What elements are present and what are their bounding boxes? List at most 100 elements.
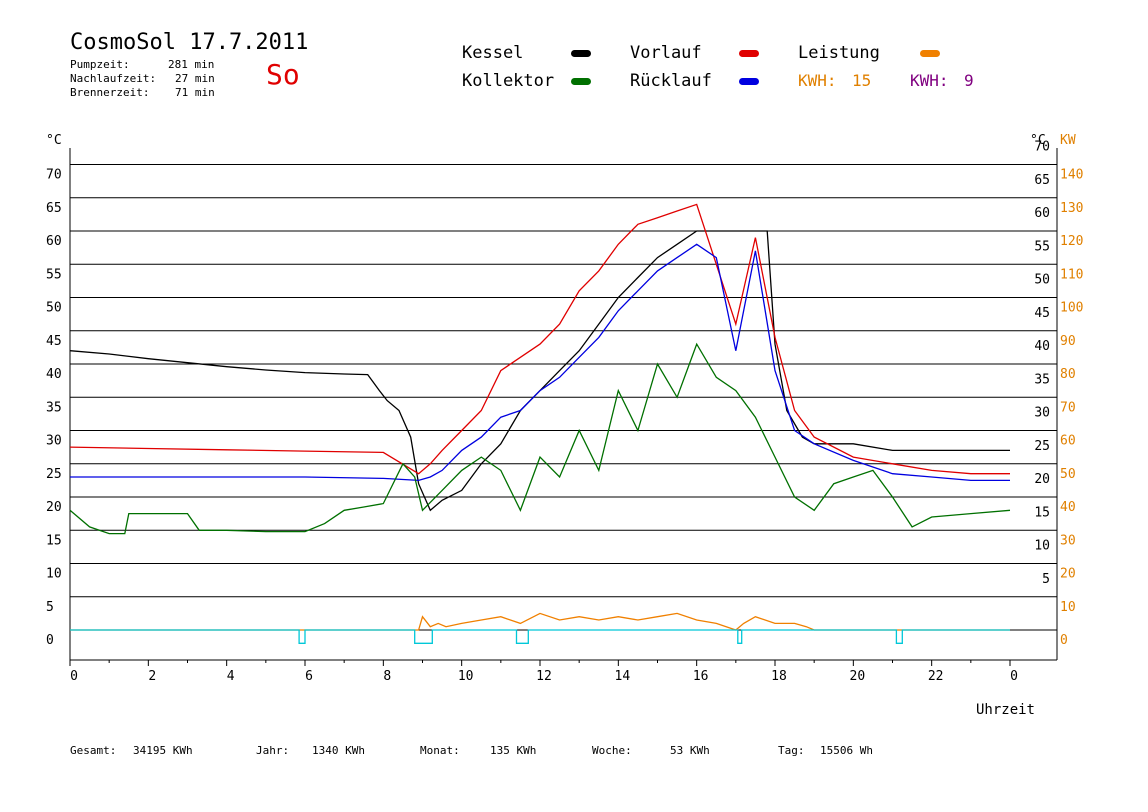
legend-ruecklauf-swatch (739, 78, 759, 85)
legend-vorlauf-swatch (739, 50, 759, 57)
y-tick-label-left: 15 (46, 533, 62, 548)
kwh2-value: 9 (964, 71, 974, 90)
y-tick-label-right-c: 15 (1034, 505, 1050, 520)
y-tick-label-right-c: 30 (1034, 406, 1050, 421)
legend-vorlauf-label: Vorlauf (630, 43, 702, 63)
brennerzeit-label: Brennerzeit: (70, 86, 150, 99)
x-tick-label: 18 (771, 669, 787, 684)
kwh1-value: 15 (852, 71, 872, 90)
x-tick-label: 14 (615, 669, 631, 684)
y-tick-label-right-c: 25 (1034, 439, 1050, 454)
y-tick-label-right-kw: 70 (1060, 400, 1076, 415)
y-tick-label-right-c: 60 (1034, 206, 1050, 221)
y-tick-label-right-c: 45 (1034, 306, 1050, 321)
x-tick-label: 4 (227, 669, 235, 684)
series-line-leistung (70, 612, 1010, 631)
series-line-pumpe (70, 629, 1010, 644)
x-tick-label: 8 (383, 669, 391, 684)
y-tick-label-right-c: 10 (1034, 539, 1050, 554)
y-tick-label-right-kw: 130 (1060, 201, 1083, 216)
axes (69, 148, 1058, 666)
y-tick-label-right-c: 65 (1034, 173, 1050, 188)
nachlaufzeit-label: Nachlaufzeit: (70, 72, 157, 85)
y-axis-right-unit-kw: KW (1060, 133, 1076, 148)
y-tick-label-right-kw: 50 (1060, 467, 1076, 482)
x-tick-label: 16 (693, 669, 709, 684)
x-tick-label: 12 (536, 669, 552, 684)
y-tick-label-left: 20 (46, 500, 62, 515)
x-tick-label: 2 (148, 669, 156, 684)
y-tick-label-right-kw: 110 (1060, 267, 1083, 282)
y-tick-label-right-kw: 100 (1060, 301, 1083, 316)
footer-jahr-label: Jahr: (256, 744, 290, 757)
y-tick-label-right-kw: 90 (1060, 334, 1076, 349)
pumpzeit-value: 281 min (168, 58, 215, 71)
brennerzeit-value: 71 min (175, 86, 215, 99)
legend-leistung-label: Leistung (798, 43, 880, 63)
y-tick-label-left: 50 (46, 301, 62, 316)
series-group (69, 203, 1011, 644)
y-tick-label-left: 55 (46, 267, 62, 282)
y-tick-label-right-kw: 20 (1060, 567, 1076, 582)
y-tick-label-left: 40 (46, 367, 62, 382)
y-axis-right-unit-c: °C (1030, 133, 1046, 148)
footer-gesamt-label: Gesamt: (70, 744, 117, 757)
legend-kessel-label: Kessel (462, 43, 524, 63)
y-tick-label-left: 65 (46, 201, 62, 216)
y-tick-label-left: 70 (46, 168, 62, 183)
y-tick-label-right-kw: 80 (1060, 367, 1076, 382)
x-tick-label: 6 (305, 669, 313, 684)
footer-woche-label: Woche: (592, 744, 632, 757)
footer-tag-value: 15506 Wh (820, 744, 873, 757)
x-tick-label: 0 (1010, 669, 1018, 684)
legend-ruecklauf-label: Rücklauf (630, 71, 712, 91)
y-tick-label-right-kw: 0 (1060, 633, 1068, 648)
y-tick-label-right-c: 70 (1034, 140, 1050, 155)
y-tick-label-right-c: 20 (1034, 472, 1050, 487)
y-tick-label-left: 60 (46, 234, 62, 249)
x-tick-label: 10 (458, 669, 474, 684)
y-tick-label-left: 35 (46, 400, 62, 415)
grid-lines (70, 164, 1057, 631)
y-tick-label-right-kw: 10 (1060, 600, 1076, 615)
series-line-rcklauf (70, 243, 1010, 482)
page-title: CosmoSol 17.7.2011 (70, 30, 309, 55)
legend-kollektor-swatch (571, 78, 591, 85)
series-line-kessel (69, 230, 1010, 512)
weekday-label: So (266, 58, 300, 91)
y-tick-label-right-c: 55 (1034, 239, 1050, 254)
legend-kessel-swatch (571, 50, 591, 57)
y-tick-label-right-kw: 40 (1060, 500, 1076, 515)
y-tick-label-left: 30 (46, 434, 62, 449)
y-tick-label-left: 25 (46, 467, 62, 482)
legend-leistung-swatch (920, 50, 940, 57)
x-tick-label: 22 (928, 669, 944, 684)
y-tick-label-right-kw: 30 (1060, 533, 1076, 548)
x-tick-label: 0 (70, 669, 78, 684)
x-tick-label: 20 (850, 669, 866, 684)
x-axis-title: Uhrzeit (976, 702, 1035, 718)
y-tick-label-right-c: 50 (1034, 273, 1050, 288)
y-tick-label-right-kw: 60 (1060, 434, 1076, 449)
y-tick-label-right-c: 40 (1034, 339, 1050, 354)
y-tick-label-right-c: 35 (1034, 372, 1050, 387)
nachlaufzeit-value: 27 min (175, 72, 215, 85)
kwh1-label: KWH: (798, 71, 837, 90)
kwh2-label: KWH: (910, 71, 949, 90)
footer-woche-value: 53 KWh (670, 744, 710, 757)
y-tick-label-right-kw: 140 (1060, 168, 1083, 183)
pumpzeit-label: Pumpzeit: (70, 58, 130, 71)
y-tick-label-right-kw: 120 (1060, 234, 1083, 249)
series-line-kollektor (69, 342, 1011, 535)
legend-kollektor-label: Kollektor (462, 71, 555, 91)
y-axis-left-unit: °C (46, 133, 62, 148)
footer-gesamt-value: 34195 KWh (133, 744, 193, 757)
y-tick-label-left: 0 (46, 633, 54, 648)
y-tick-label-left: 45 (46, 334, 62, 349)
y-tick-label-left: 5 (46, 600, 54, 615)
footer-monat-label: Monat: (420, 744, 460, 757)
y-tick-label-left: 10 (46, 567, 62, 582)
y-tick-label-right-c: 5 (1042, 572, 1050, 587)
footer-monat-value: 135 KWh (490, 744, 537, 757)
